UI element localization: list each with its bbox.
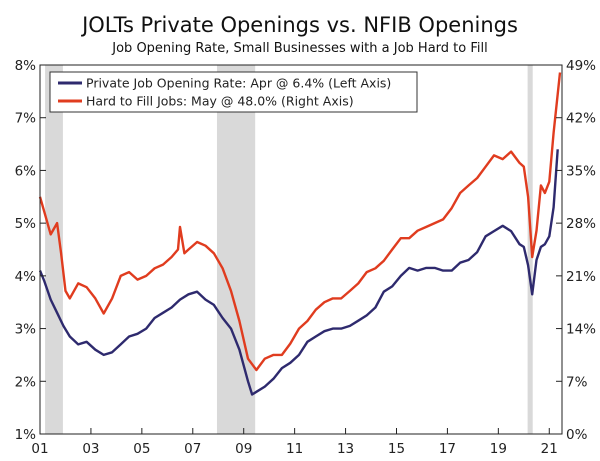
chart-title: JOLTs Private Openings vs. NFIB Openings xyxy=(80,13,518,37)
left-axis-tick-label: 6% xyxy=(15,163,37,179)
legend: Private Job Opening Rate: Apr @ 6.4% (Le… xyxy=(49,71,418,113)
x-axis-tick-label: 03 xyxy=(82,441,99,457)
right-axis-tick-label: 0% xyxy=(566,427,588,443)
x-axis-tick-label: 05 xyxy=(133,441,150,457)
recession-shading xyxy=(45,65,533,434)
right-axis-tick-label: 28% xyxy=(566,216,596,232)
legend-label-hard-to-fill: Hard to Fill Jobs: May @ 48.0% (Right Ax… xyxy=(86,94,354,109)
x-axis-tick-label: 21 xyxy=(541,441,558,457)
series-line-hard-to-fill-jobs xyxy=(38,72,562,372)
axes: 1% 2% 3% 4% 5% 6% 7% 8% 0% 7% 14% 21% 28% 35% 42% 49% 01… xyxy=(15,58,597,457)
left-axis-tick-label: 1% xyxy=(15,427,37,443)
right-axis-tick-label: 21% xyxy=(566,269,596,285)
left-axis-tick-label: 8% xyxy=(15,58,37,74)
x-axis-tick-label: 13 xyxy=(337,441,354,457)
x-axis-tick-label: 09 xyxy=(235,441,252,457)
chart-subtitle: Job Opening Rate, Small Businesses with … xyxy=(111,41,487,56)
x-axis-tick-label: 07 xyxy=(184,441,201,457)
recession-band-1 xyxy=(216,65,256,434)
x-axis-tick-label: 11 xyxy=(286,441,303,457)
x-axis-tick-label: 19 xyxy=(490,441,507,457)
plot-frame xyxy=(39,64,563,435)
right-axis-tick-label: 14% xyxy=(566,322,596,338)
x-axis-tick-label: 15 xyxy=(388,441,405,457)
legend-box xyxy=(49,71,418,113)
left-axis-tick-label: 3% xyxy=(15,322,37,338)
recession-band-2 xyxy=(527,65,533,434)
legend-label-private-job-openings: Private Job Opening Rate: Apr @ 6.4% (Le… xyxy=(86,76,391,91)
right-axis-tick-label: 42% xyxy=(566,111,596,127)
left-axis-tick-label: 5% xyxy=(15,216,37,232)
x-axis-tick-label: 01 xyxy=(31,441,48,457)
left-axis-tick-label: 4% xyxy=(15,269,37,285)
recession-band-0 xyxy=(45,65,63,434)
left-axis-tick-label: 2% xyxy=(15,374,37,390)
right-axis-tick-label: 49% xyxy=(566,58,596,74)
series-line-private-job-opening-rate xyxy=(38,149,559,396)
right-axis-tick-label: 35% xyxy=(566,163,596,179)
series-lines xyxy=(38,72,562,396)
x-axis-tick-label: 17 xyxy=(439,441,456,457)
left-axis-tick-label: 7% xyxy=(15,111,37,127)
right-axis-tick-label: 7% xyxy=(566,374,588,390)
